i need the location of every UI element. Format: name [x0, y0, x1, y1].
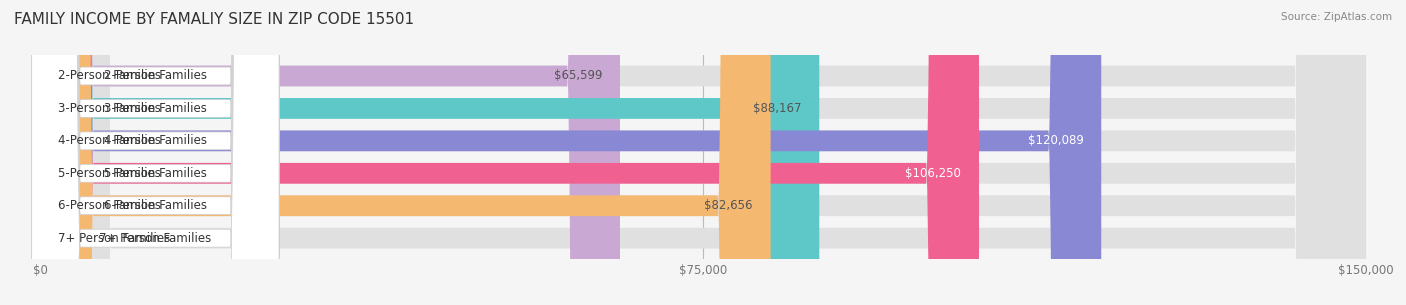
FancyBboxPatch shape	[32, 0, 278, 305]
Text: 4-Person Families: 4-Person Families	[104, 135, 207, 147]
Text: 6-Person Families: 6-Person Families	[104, 199, 207, 212]
Text: $0: $0	[58, 232, 73, 245]
FancyBboxPatch shape	[41, 0, 1365, 305]
FancyBboxPatch shape	[41, 0, 1101, 305]
Text: $106,250: $106,250	[905, 167, 962, 180]
FancyBboxPatch shape	[41, 0, 1365, 305]
FancyBboxPatch shape	[41, 0, 1365, 305]
FancyBboxPatch shape	[32, 0, 278, 305]
Text: 7+ Person Families: 7+ Person Families	[58, 232, 170, 245]
Text: 2-Person Families: 2-Person Families	[104, 70, 207, 82]
Text: 4-Person Families: 4-Person Families	[58, 135, 162, 147]
Text: 3-Person Families: 3-Person Families	[58, 102, 162, 115]
FancyBboxPatch shape	[41, 0, 979, 305]
FancyBboxPatch shape	[41, 0, 1365, 305]
Text: $65,599: $65,599	[554, 70, 602, 82]
Text: 6-Person Families: 6-Person Families	[58, 199, 162, 212]
FancyBboxPatch shape	[41, 0, 820, 305]
FancyBboxPatch shape	[41, 0, 45, 305]
Text: Source: ZipAtlas.com: Source: ZipAtlas.com	[1281, 12, 1392, 22]
Text: $88,167: $88,167	[754, 102, 801, 115]
Text: 5-Person Families: 5-Person Families	[104, 167, 207, 180]
Text: 5-Person Families: 5-Person Families	[58, 167, 162, 180]
FancyBboxPatch shape	[41, 0, 1365, 305]
FancyBboxPatch shape	[41, 0, 620, 305]
Text: FAMILY INCOME BY FAMALIY SIZE IN ZIP CODE 15501: FAMILY INCOME BY FAMALIY SIZE IN ZIP COD…	[14, 12, 415, 27]
Text: $82,656: $82,656	[704, 199, 754, 212]
Text: $120,089: $120,089	[1028, 135, 1084, 147]
FancyBboxPatch shape	[32, 0, 278, 305]
Text: 2-Person Families: 2-Person Families	[58, 70, 162, 82]
Text: 7+ Person Families: 7+ Person Families	[100, 232, 211, 245]
FancyBboxPatch shape	[32, 0, 278, 305]
FancyBboxPatch shape	[41, 0, 1365, 305]
Text: 3-Person Families: 3-Person Families	[104, 102, 207, 115]
FancyBboxPatch shape	[41, 0, 770, 305]
FancyBboxPatch shape	[32, 0, 278, 305]
FancyBboxPatch shape	[32, 0, 278, 305]
